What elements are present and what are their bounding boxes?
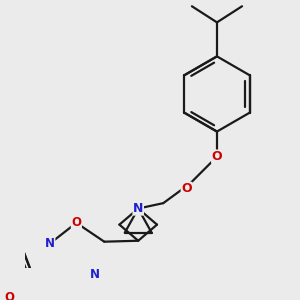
Text: N: N	[45, 237, 55, 250]
Text: O: O	[71, 216, 81, 230]
Text: O: O	[4, 291, 14, 300]
Text: O: O	[212, 150, 222, 163]
Text: N: N	[90, 268, 100, 281]
Text: N: N	[133, 202, 143, 215]
Text: O: O	[181, 182, 192, 195]
